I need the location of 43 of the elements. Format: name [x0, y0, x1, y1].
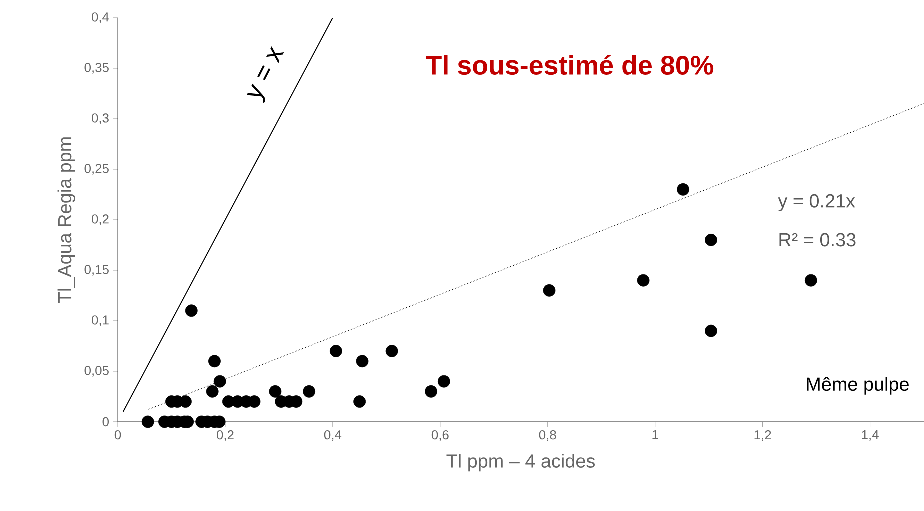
x-tick-label: 0,4: [324, 430, 342, 442]
point: [354, 396, 366, 408]
y-tick-label: 0,15: [84, 265, 109, 276]
y-tick-label: 0,2: [92, 214, 109, 226]
point: [637, 274, 650, 287]
x-tick-label: 1,2: [754, 430, 772, 442]
annotation: Même pulpe: [807, 377, 909, 395]
point: [330, 345, 342, 358]
y-tick-label: 0,05: [84, 366, 109, 377]
point: [677, 183, 690, 196]
point: [543, 284, 556, 297]
point: [705, 234, 718, 246]
x-tick-label: 1,4: [862, 430, 879, 442]
point: [206, 385, 219, 398]
annotation: y = x: [246, 46, 284, 104]
point: [214, 375, 226, 388]
x-tick-label: 0,2: [216, 430, 234, 442]
point: [269, 385, 282, 398]
point: [208, 355, 221, 368]
x-axis-title: Tl ppm – 4 acides: [446, 454, 595, 472]
x-tick-label: 0,8: [539, 430, 556, 442]
point: [425, 385, 438, 398]
point: [303, 385, 316, 398]
y-tick-label: 0,1: [92, 316, 109, 326]
annotation: y = 0.21x: [778, 194, 856, 212]
point: [438, 375, 450, 388]
y-tick-label: 0,4: [92, 12, 110, 24]
point: [705, 324, 718, 338]
text: Tl sous-estimé de 80%: [426, 54, 714, 75]
x-tick-label: 0: [114, 430, 122, 440]
point: [804, 274, 818, 287]
y-axis-title: Tl_Aqua Regia ppm: [58, 138, 76, 304]
y-tick-label: 0,3: [92, 114, 109, 124]
x-tick-label: 0,6: [432, 430, 449, 442]
point: [142, 416, 154, 428]
y-tick-label: 0,25: [84, 164, 109, 175]
point: [185, 304, 198, 318]
y-tick-label: 0,35: [84, 63, 109, 74]
annotation: R² = 0.33: [780, 233, 856, 247]
y-tick-label: 0: [102, 417, 109, 427]
point: [356, 355, 369, 368]
point: [386, 345, 398, 358]
x-tick-label: 1: [652, 430, 658, 440]
